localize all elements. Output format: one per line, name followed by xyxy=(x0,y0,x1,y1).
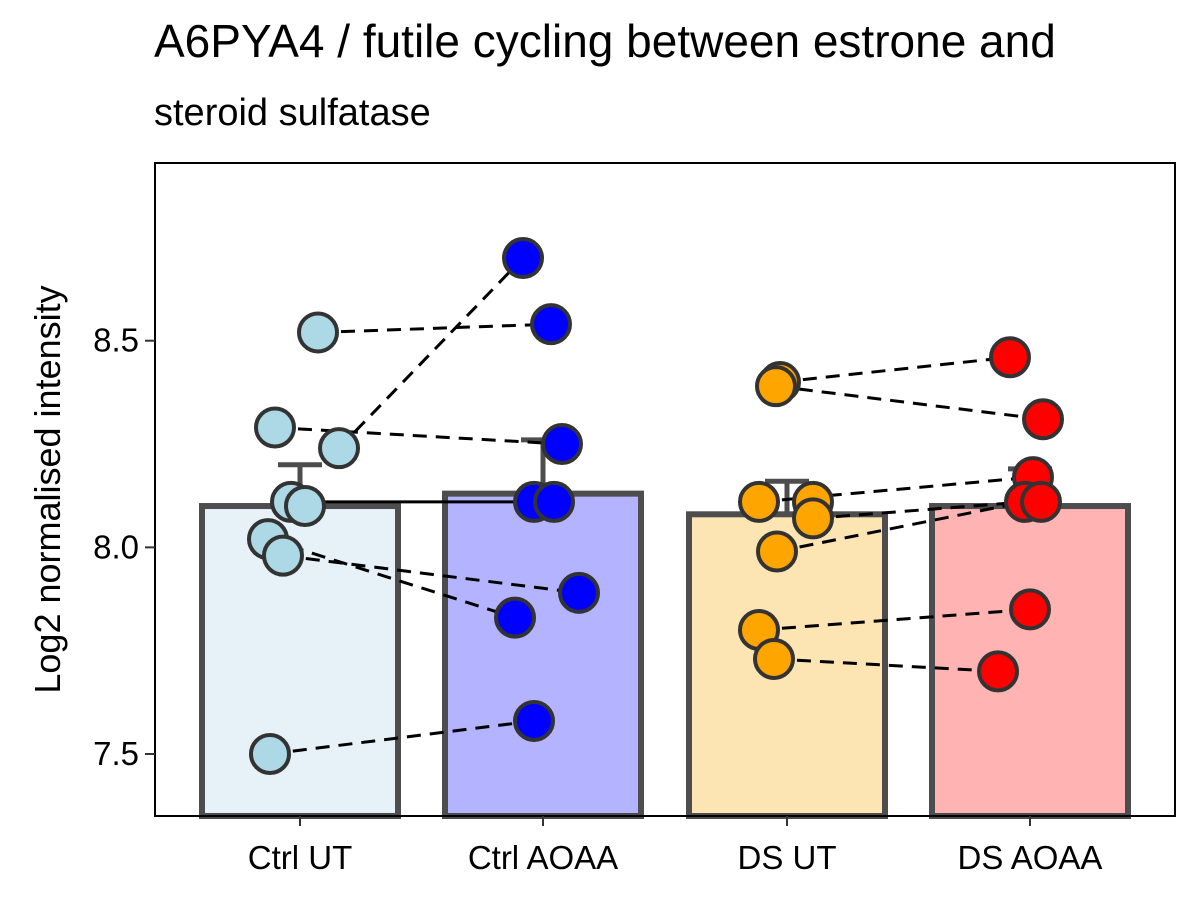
y-tick-label: 7.5 xyxy=(93,735,139,772)
x-tick-label: DS UT xyxy=(738,839,837,876)
x-tick-label: DS AOAA xyxy=(958,839,1103,876)
data-point xyxy=(530,303,572,346)
data-point xyxy=(541,423,583,466)
bar-ctrl-aoaa xyxy=(442,490,644,819)
paired-line xyxy=(282,554,580,595)
data-point xyxy=(1009,588,1051,631)
data-point xyxy=(756,530,798,573)
data-point xyxy=(513,699,555,742)
plot-panel-border xyxy=(154,162,1176,817)
paired-lines-layer xyxy=(267,257,1044,756)
data-point xyxy=(1022,398,1064,441)
y-tick-label: 8.0 xyxy=(93,528,139,565)
data-point xyxy=(318,427,360,470)
bar-ds-aoaa xyxy=(929,503,1131,819)
x-axis: Ctrl UT Ctrl AOAA DS UT DS AOAA xyxy=(248,816,1103,876)
data-point xyxy=(989,336,1031,379)
data-point xyxy=(558,571,600,614)
data-point xyxy=(284,485,326,528)
chart-subtitle: steroid sulfatase xyxy=(154,92,431,134)
data-point xyxy=(977,650,1019,693)
paired-line xyxy=(773,657,999,673)
errorbar-2 xyxy=(765,478,809,515)
x-tick-label: Ctrl UT xyxy=(248,839,352,876)
y-axis-title: Log2 normalised intensity xyxy=(27,285,68,693)
chart-title: A6PYA4 / futile cycling between estrone … xyxy=(154,15,1056,67)
paired-line xyxy=(337,257,525,450)
paired-line xyxy=(267,537,516,620)
data-point xyxy=(738,480,780,523)
paired-line xyxy=(317,322,552,334)
data-point xyxy=(297,311,339,354)
paired-line xyxy=(812,500,1026,520)
data-point xyxy=(254,406,296,449)
data-point xyxy=(502,237,544,280)
data-point xyxy=(249,733,291,776)
y-tick-label: 8.5 xyxy=(93,322,139,359)
data-point xyxy=(494,596,536,639)
data-point xyxy=(792,497,834,540)
paired-line xyxy=(776,500,1026,553)
paired-line xyxy=(779,355,1011,384)
x-tick-label: Ctrl AOAA xyxy=(468,839,618,876)
points-layer xyxy=(247,237,1064,776)
data-point xyxy=(1020,480,1062,523)
data-point xyxy=(753,637,795,680)
data-point xyxy=(755,365,797,408)
data-point xyxy=(262,534,304,577)
y-axis: 7.5 8.0 8.5 xyxy=(93,322,155,772)
paired-line xyxy=(775,384,1044,421)
paired-line xyxy=(274,426,563,446)
data-point xyxy=(533,480,575,523)
